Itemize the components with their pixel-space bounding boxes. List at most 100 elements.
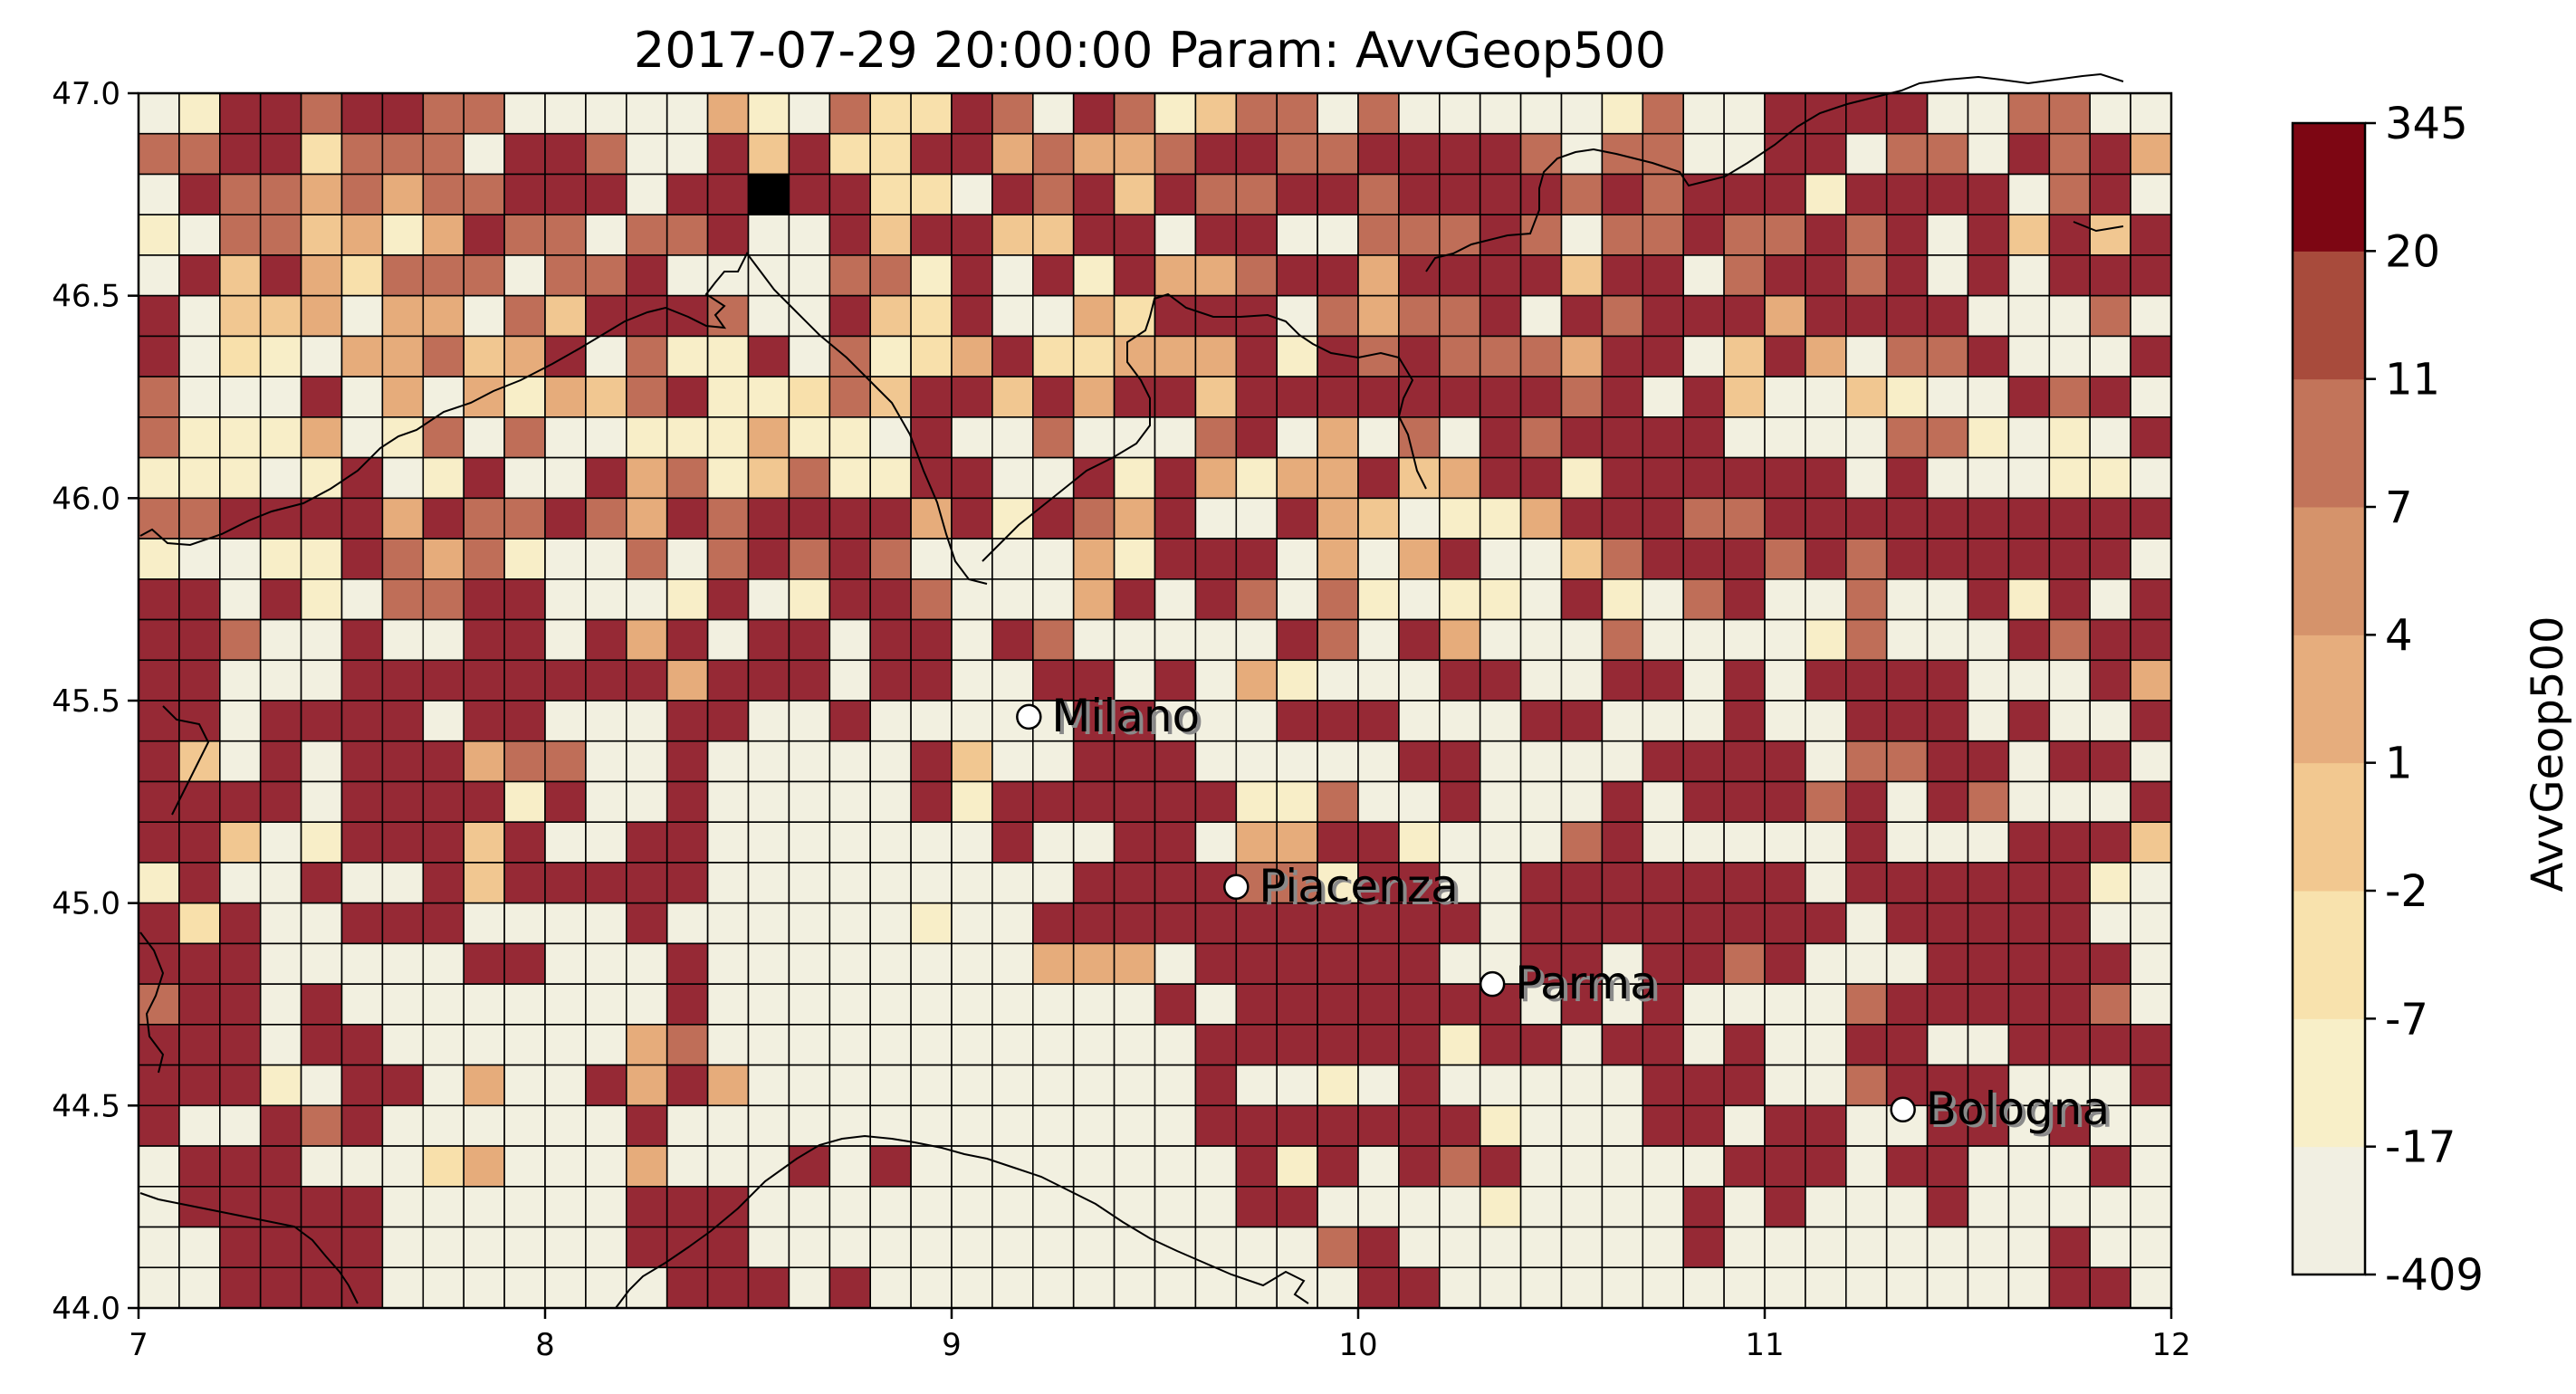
grid-cell xyxy=(910,92,953,135)
grid-cell xyxy=(259,132,302,176)
grid-cell xyxy=(340,335,384,377)
grid-cell xyxy=(1682,1226,1725,1269)
grid-cell xyxy=(706,780,750,823)
grid-cell xyxy=(1154,294,1197,338)
grid-cell xyxy=(138,214,180,256)
grid-cell xyxy=(259,578,302,621)
colorbar-segment xyxy=(2293,1146,2365,1275)
grid-cell xyxy=(300,578,343,621)
grid-cell xyxy=(2089,1186,2131,1228)
grid-cell xyxy=(300,335,343,377)
grid-cell xyxy=(503,1226,546,1269)
grid-cell xyxy=(625,821,668,864)
grid-cell xyxy=(1479,1145,1522,1188)
grid-cell xyxy=(1560,700,1604,742)
grid-cell xyxy=(463,456,505,500)
grid-cell xyxy=(1601,1024,1644,1066)
grid-cell xyxy=(2130,821,2172,864)
grid-cell xyxy=(869,862,912,904)
grid-cell xyxy=(1113,376,1156,418)
grid-cell xyxy=(625,1186,668,1228)
grid-cell xyxy=(1113,1266,1156,1309)
grid-cell xyxy=(2130,497,2172,539)
grid-cell xyxy=(1926,983,1969,1026)
grid-cell xyxy=(1682,942,1725,985)
grid-cell xyxy=(1317,780,1359,823)
grid-cell xyxy=(1642,456,1685,500)
grid-cell xyxy=(463,294,505,338)
grid-cell xyxy=(1723,1226,1766,1269)
grid-cell xyxy=(544,132,587,176)
grid-cell xyxy=(300,254,343,297)
grid-cell xyxy=(1682,1064,1725,1107)
grid-cell xyxy=(2130,780,2172,823)
grid-cell xyxy=(585,1024,627,1066)
grid-cell xyxy=(625,335,668,377)
grid-cell xyxy=(1642,1226,1685,1269)
grid-cell xyxy=(1154,1186,1197,1228)
grid-cell xyxy=(1276,942,1318,985)
grid-cell xyxy=(991,821,1034,864)
grid-cell xyxy=(1479,578,1522,621)
grid-cell xyxy=(1113,1024,1156,1066)
grid-cell xyxy=(666,376,709,418)
grid-cell xyxy=(666,1145,709,1188)
grid-cell xyxy=(1072,1104,1116,1147)
grid-cell xyxy=(869,1186,912,1228)
grid-cell xyxy=(259,497,302,539)
grid-cell xyxy=(422,214,464,256)
grid-cell xyxy=(585,659,627,702)
grid-cell xyxy=(1601,862,1644,904)
grid-cell xyxy=(2048,538,2092,580)
grid-cell xyxy=(1885,1186,1929,1228)
grid-cell xyxy=(1764,942,1806,985)
grid-cell xyxy=(381,700,425,742)
grid-cell xyxy=(2130,1145,2172,1188)
grid-cell xyxy=(2007,335,2051,377)
grid-cell xyxy=(747,1145,790,1188)
grid-cell xyxy=(828,294,871,338)
grid-cell xyxy=(1642,1186,1685,1228)
grid-cell xyxy=(422,173,464,216)
grid-cell xyxy=(1154,821,1197,864)
colorbar-tick-label: 1 xyxy=(2385,739,2413,789)
grid-cell xyxy=(1479,1226,1522,1269)
grid-cell xyxy=(625,740,668,783)
grid-cell xyxy=(1439,456,1481,500)
grid-cell xyxy=(2048,416,2092,459)
colorbar-segment xyxy=(2293,635,2365,764)
grid-cell xyxy=(1072,821,1116,864)
grid-cell xyxy=(381,416,425,459)
grid-cell xyxy=(1642,821,1685,864)
grid-cell xyxy=(219,700,262,742)
city-label-shadow: Milano xyxy=(1055,692,1203,745)
grid-cell xyxy=(1885,1024,1929,1066)
grid-cell xyxy=(1642,740,1685,783)
grid-cell xyxy=(2130,294,2172,338)
grid-cell xyxy=(1072,942,1116,985)
grid-cell xyxy=(544,1024,587,1066)
grid-cell xyxy=(706,173,750,216)
grid-cell xyxy=(1926,416,1969,459)
grid-cell xyxy=(747,1024,790,1066)
grid-cell xyxy=(1885,335,1929,377)
grid-cell xyxy=(1845,214,1888,256)
grid-cell xyxy=(625,659,668,702)
grid-cell xyxy=(1439,538,1481,580)
grid-cell xyxy=(1439,1104,1481,1147)
grid-cell xyxy=(138,700,180,742)
colorbar-frame xyxy=(2291,121,2367,1276)
grid-cell xyxy=(1519,1226,1563,1269)
grid-cell xyxy=(747,862,790,904)
x-tick-label: 8 xyxy=(535,1327,555,1363)
grid-cell xyxy=(625,132,668,176)
grid-cell xyxy=(869,254,912,297)
grid-cell xyxy=(381,659,425,702)
grid-cell xyxy=(340,578,384,621)
grid-cell xyxy=(2007,740,2051,783)
grid-cell xyxy=(1235,578,1278,621)
grid-cell xyxy=(1805,335,1847,377)
grid-cell xyxy=(1276,214,1318,256)
grid-cell xyxy=(259,618,302,662)
grid-cell xyxy=(1032,254,1075,297)
